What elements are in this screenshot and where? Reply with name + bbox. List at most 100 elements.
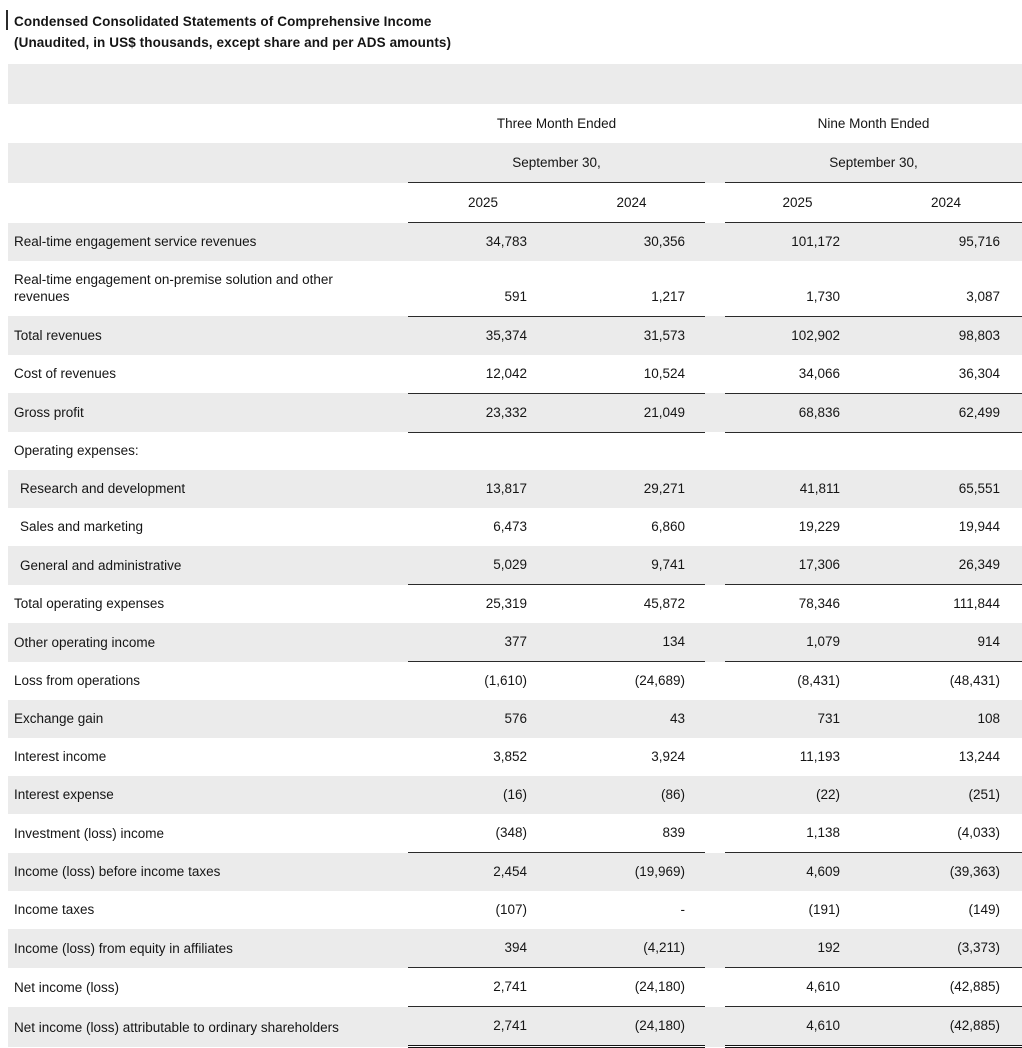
row-label: Loss from operations (14, 673, 141, 688)
column-gap (705, 261, 725, 316)
table-row: Income (loss) from equity in affiliates 3… (8, 929, 1022, 968)
value-cell: 13,244 (958, 749, 1001, 764)
column-gap (705, 700, 725, 738)
year-header: 2025 (408, 182, 558, 223)
period-date-row: September 30, September 30, (8, 143, 1022, 183)
row-label: Gross profit (14, 405, 84, 420)
column-gap (705, 1007, 725, 1047)
row-label: Investment (loss) income (14, 825, 165, 841)
value-cell: (4,033) (870, 814, 1022, 853)
table-row: Interest expense (16) (86) (22) (251) (8, 776, 1022, 814)
column-gap (705, 891, 725, 929)
table-row: Investment (loss) income (348) 839 1,138 (4,… (8, 814, 1022, 853)
value-cell: 45,872 (643, 596, 685, 611)
value-cell: 192 (725, 929, 870, 968)
value-cell: 101,172 (791, 234, 840, 249)
column-gap (705, 432, 725, 470)
value-cell: (251) (968, 787, 1001, 802)
row-label: Net income (loss) attributable to ordina… (14, 1019, 339, 1035)
value-cell: 31,573 (643, 327, 685, 343)
value-cell: (24,180) (558, 1006, 705, 1048)
header-spacer-cell (8, 64, 1022, 104)
value-cell: 1,730 (725, 261, 870, 317)
table-row: Loss from operations (1,610) (24,689) (8,43… (8, 661, 1022, 701)
value-cell: 65,551 (958, 481, 1001, 496)
row-label: Real-time engagement service revenues (14, 234, 257, 249)
value-cell: 914 (870, 623, 1022, 662)
value-cell: 4,610 (725, 967, 870, 1007)
value-cell: 3,087 (870, 261, 1022, 317)
header-spacer-row (8, 64, 1022, 104)
column-gap (705, 738, 725, 776)
column-gap (705, 929, 725, 968)
table-row: Cost of revenues 12,042 10,524 34,066 36,304 (8, 354, 1022, 394)
table-row: Real-time engagement on-premise solution… (8, 261, 1022, 317)
value-cell: 108 (977, 711, 1001, 726)
value-cell: 43 (669, 711, 685, 726)
value-cell: 62,499 (870, 393, 1022, 433)
value-cell: 2,741 (408, 967, 558, 1007)
value-cell (558, 432, 705, 470)
table-row: Total operating expenses 25,319 45,872 78,3… (8, 584, 1022, 624)
table-row: General and administrative 5,029 9,741 17,3… (8, 546, 1022, 585)
column-gap (705, 223, 725, 262)
period-group-row: Three Month Ended Nine Month Ended (8, 104, 1022, 143)
value-cell: 576 (504, 711, 527, 726)
value-cell: (22) (815, 787, 840, 802)
value-cell: (19,969) (634, 864, 685, 879)
empty-header-cell (8, 143, 408, 183)
year-header: 2024 (558, 182, 705, 223)
column-gap (705, 143, 725, 183)
value-cell: 111,844 (953, 596, 1001, 611)
column-gap (705, 662, 725, 701)
column-gap (705, 508, 725, 546)
value-cell: 3,924 (651, 749, 685, 764)
value-cell: 12,042 (408, 354, 558, 394)
column-gap (705, 104, 725, 143)
table-row: Net income (loss) 2,741 (24,180) 4,610 (42,8… (8, 967, 1022, 1007)
row-label: Other operating income (14, 634, 156, 650)
value-cell: - (680, 902, 686, 917)
value-cell: 731 (817, 711, 840, 726)
value-cell: 19,944 (958, 519, 1001, 534)
row-label: Real-time engagement on-premise solution… (14, 272, 333, 304)
value-cell: 4,610 (725, 1006, 870, 1048)
value-cell: (48,431) (949, 673, 1001, 688)
table-row: Other operating income 377 134 1,079 914 (8, 623, 1022, 662)
value-cell: 1,138 (725, 814, 870, 853)
row-label: Total operating expenses (14, 596, 165, 611)
year-header: 2025 (725, 182, 870, 223)
value-cell (725, 432, 870, 470)
value-cell: 30,356 (643, 234, 685, 249)
value-cell: 68,836 (725, 393, 870, 433)
table-row: Exchange gain 576 43 731 108 (8, 700, 1022, 738)
column-gap (705, 546, 725, 585)
value-cell: (191) (808, 902, 840, 917)
year-header: 2024 (870, 182, 1022, 223)
table-row: Real-time engagement service revenues 34,… (8, 222, 1022, 262)
table-row: Income (loss) before income taxes 2,454 (1… (8, 852, 1022, 891)
column-gap (705, 393, 725, 432)
row-label: General and administrative (20, 557, 182, 573)
row-label: Interest expense (14, 787, 114, 802)
column-group-nine-month-title: Nine Month Ended (817, 116, 930, 131)
value-cell: 41,811 (799, 481, 840, 496)
empty-header-cell (8, 183, 408, 223)
value-cell: 78,346 (798, 596, 840, 611)
value-cell: 26,349 (870, 546, 1022, 585)
value-cell: 98,803 (958, 327, 1001, 343)
value-cell: 19,229 (798, 519, 840, 534)
value-cell: (42,885) (870, 1006, 1022, 1048)
value-cell (408, 432, 558, 470)
value-cell: (16) (502, 787, 527, 802)
value-cell: 10,524 (558, 354, 705, 394)
row-label: Cost of revenues (14, 366, 117, 381)
value-cell: 11,193 (799, 749, 840, 764)
column-gap (705, 585, 725, 624)
value-cell: (42,885) (870, 967, 1022, 1007)
column-gap (705, 968, 725, 1007)
table-row: Sales and marketing 6,473 6,860 19,229 19,94… (8, 508, 1022, 546)
income-statement-table: Three Month Ended Nine Month Ended Septe… (8, 64, 1022, 1048)
value-cell: 2,741 (408, 1006, 558, 1048)
value-cell: 21,049 (558, 393, 705, 433)
